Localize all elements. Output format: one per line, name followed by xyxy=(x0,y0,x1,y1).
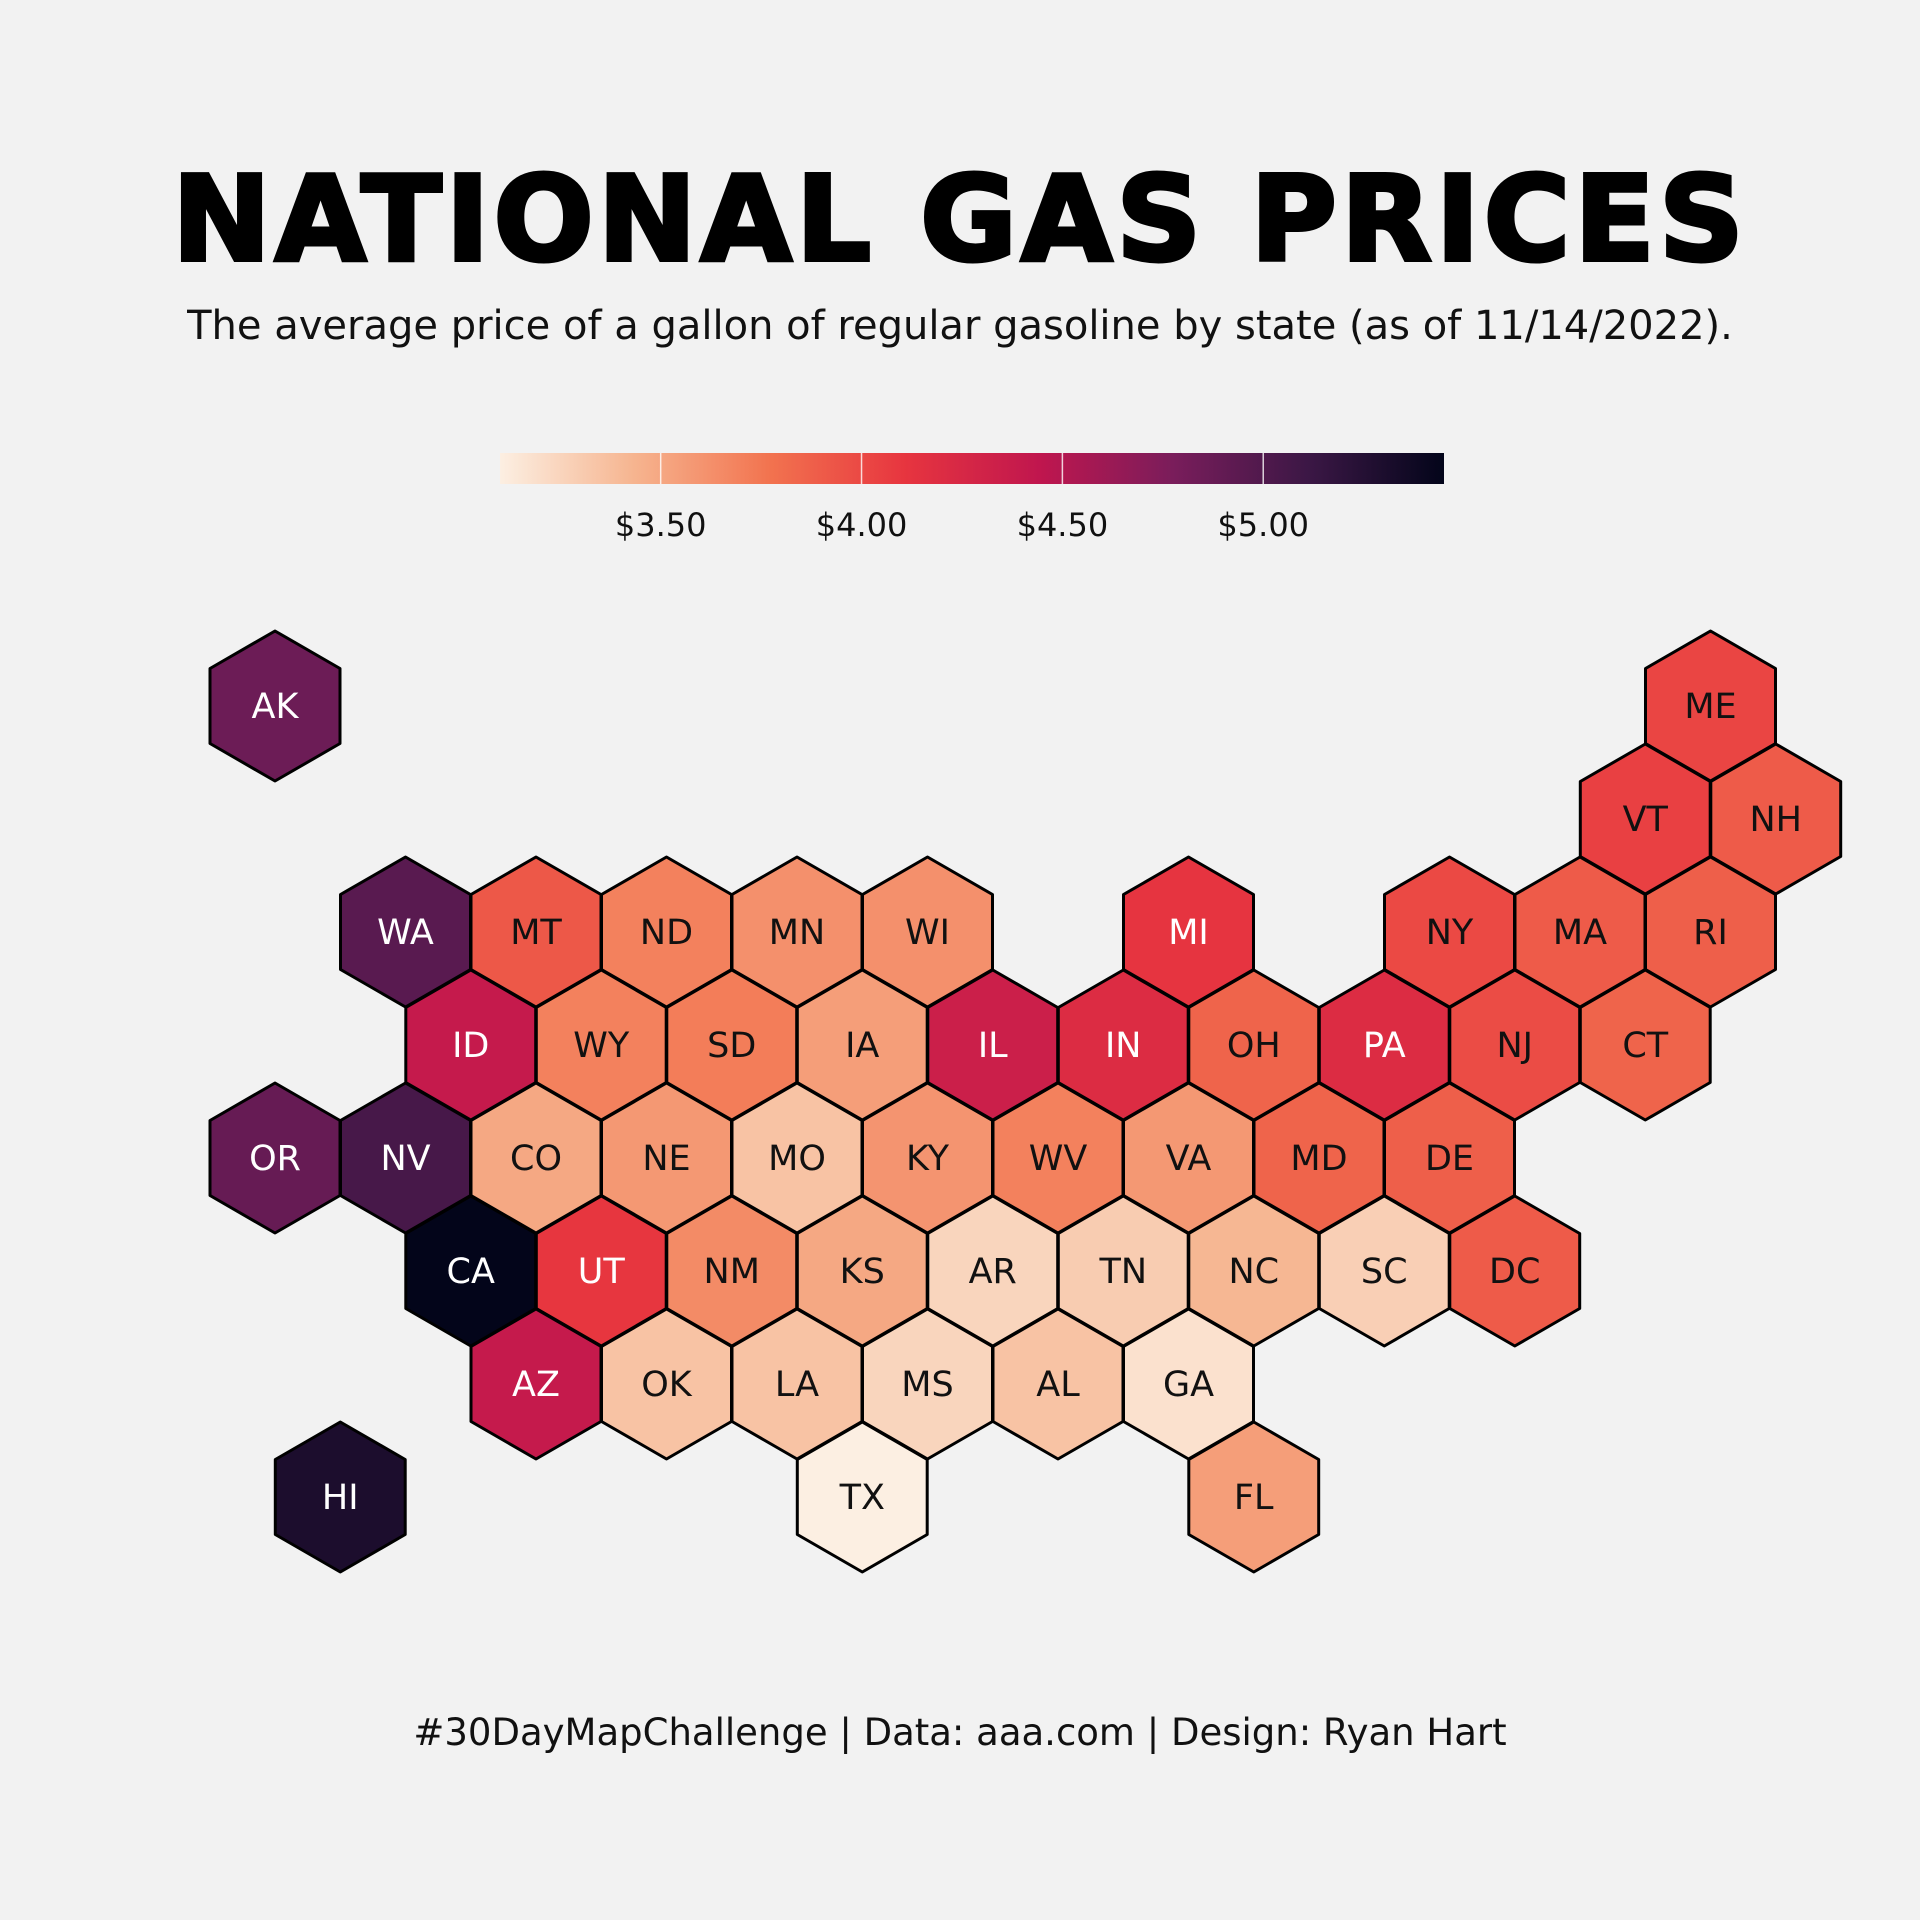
state-label: NY xyxy=(1426,913,1474,953)
state-hex-nj: NJ xyxy=(1448,968,1582,1122)
state-hex-la: LA xyxy=(730,1307,864,1461)
state-label: RI xyxy=(1693,913,1728,953)
state-hex-or: OR xyxy=(208,1081,342,1235)
state-hex-mt: MT xyxy=(469,855,603,1009)
state-label: CT xyxy=(1622,1026,1668,1066)
state-label: OK xyxy=(641,1365,693,1405)
state-label: IN xyxy=(1105,1026,1142,1066)
state-label: NJ xyxy=(1496,1026,1533,1066)
state-label: OR xyxy=(249,1139,301,1179)
state-label: NV xyxy=(380,1139,430,1179)
state-hex-al: AL xyxy=(991,1307,1125,1461)
state-label: NC xyxy=(1228,1252,1279,1292)
state-label: LA xyxy=(775,1365,819,1405)
state-label: MN xyxy=(769,913,825,953)
state-hex-dc: DC xyxy=(1448,1194,1582,1348)
state-label: MS xyxy=(901,1365,953,1405)
state-hex-shape xyxy=(273,1420,407,1574)
state-label: CA xyxy=(447,1252,495,1292)
state-hex-ca: CA xyxy=(404,1194,538,1348)
state-hex-il: IL xyxy=(926,968,1060,1122)
state-label: ND xyxy=(640,913,693,953)
state-label: TN xyxy=(1098,1252,1147,1292)
state-hex-grid: AK ME VT NH WA MT ND MN WI MI NY MA RI ID WY SD IA IL IN OH… xyxy=(208,629,1843,1574)
state-hex-wi: WI xyxy=(861,855,994,1009)
state-hex-ak: AK xyxy=(208,629,342,783)
state-label: AL xyxy=(1036,1365,1080,1405)
state-hex-ok: OK xyxy=(600,1307,733,1461)
state-hex-hi: HI xyxy=(273,1420,407,1574)
state-label: KS xyxy=(840,1252,885,1292)
state-label: VT xyxy=(1623,800,1669,840)
state-label: MA xyxy=(1553,913,1607,953)
state-hex-tx: TX xyxy=(795,1420,929,1574)
legend-tick-label: $4.00 xyxy=(816,506,908,544)
legend-color-bar xyxy=(500,453,1444,484)
state-label: AR xyxy=(969,1252,1017,1292)
state-hex-mn: MN xyxy=(730,855,864,1009)
state-label: AK xyxy=(252,687,300,727)
state-label: PA xyxy=(1363,1026,1406,1066)
state-hex-sd: SD xyxy=(665,968,799,1122)
source-caption: #30DayMapChallenge | Data: aaa.com | Des… xyxy=(413,1711,1507,1754)
state-label: SD xyxy=(707,1026,756,1066)
state-label: GA xyxy=(1163,1365,1214,1405)
state-hex-nd: ND xyxy=(600,855,733,1009)
state-hex-shape xyxy=(208,629,342,783)
state-label: NM xyxy=(704,1252,760,1292)
state-label: IA xyxy=(845,1026,879,1066)
state-label: FL xyxy=(1234,1478,1274,1518)
legend-tick-label: $5.00 xyxy=(1217,506,1309,544)
state-label: MI xyxy=(1168,913,1209,953)
state-label: ID xyxy=(452,1026,489,1066)
state-label: OH xyxy=(1227,1026,1281,1066)
state-label: DC xyxy=(1489,1252,1540,1292)
state-hex-ia: IA xyxy=(795,968,929,1122)
state-hex-fl: FL xyxy=(1187,1420,1321,1574)
page-subtitle: The average price of a gallon of regular… xyxy=(187,303,1733,349)
state-hex-shape xyxy=(795,1420,929,1574)
state-label: NH xyxy=(1750,800,1803,840)
state-label: MT xyxy=(510,913,562,953)
state-label: WA xyxy=(377,913,434,953)
color-legend: $3.50 $4.00 $4.50 $5.00 xyxy=(500,453,1444,544)
state-label: DE xyxy=(1425,1139,1474,1179)
state-hex-ct: CT xyxy=(1578,968,1712,1122)
legend-tick-label: $4.50 xyxy=(1017,506,1109,544)
state-label: TX xyxy=(839,1478,885,1518)
state-label: HI xyxy=(322,1478,359,1518)
state-hex-wa: WA xyxy=(339,855,472,1009)
state-label: MO xyxy=(768,1139,826,1179)
state-hex-oh: OH xyxy=(1187,968,1321,1122)
legend-tick-label: $3.50 xyxy=(615,506,707,544)
state-label: WI xyxy=(905,913,950,953)
state-label: NE xyxy=(642,1139,690,1179)
page-title: NATIONAL GAS PRICES xyxy=(170,150,1748,288)
state-label: VA xyxy=(1166,1139,1212,1179)
state-label: KY xyxy=(906,1139,950,1179)
state-hex-shape xyxy=(1187,1420,1321,1574)
state-label: ME xyxy=(1684,687,1736,727)
state-label: AZ xyxy=(512,1365,560,1405)
state-label: WY xyxy=(573,1026,630,1066)
state-label: MD xyxy=(1290,1139,1347,1179)
state-hex-mo: MO xyxy=(730,1081,864,1235)
state-hex-az: AZ xyxy=(469,1307,603,1461)
state-label: WV xyxy=(1029,1139,1088,1179)
state-label: IL xyxy=(978,1026,1008,1066)
state-hex-shape xyxy=(1448,1194,1582,1348)
state-label: CO xyxy=(510,1139,562,1179)
state-label: UT xyxy=(578,1252,626,1292)
state-label: SC xyxy=(1361,1252,1408,1292)
state-hex-shape xyxy=(1578,968,1712,1122)
